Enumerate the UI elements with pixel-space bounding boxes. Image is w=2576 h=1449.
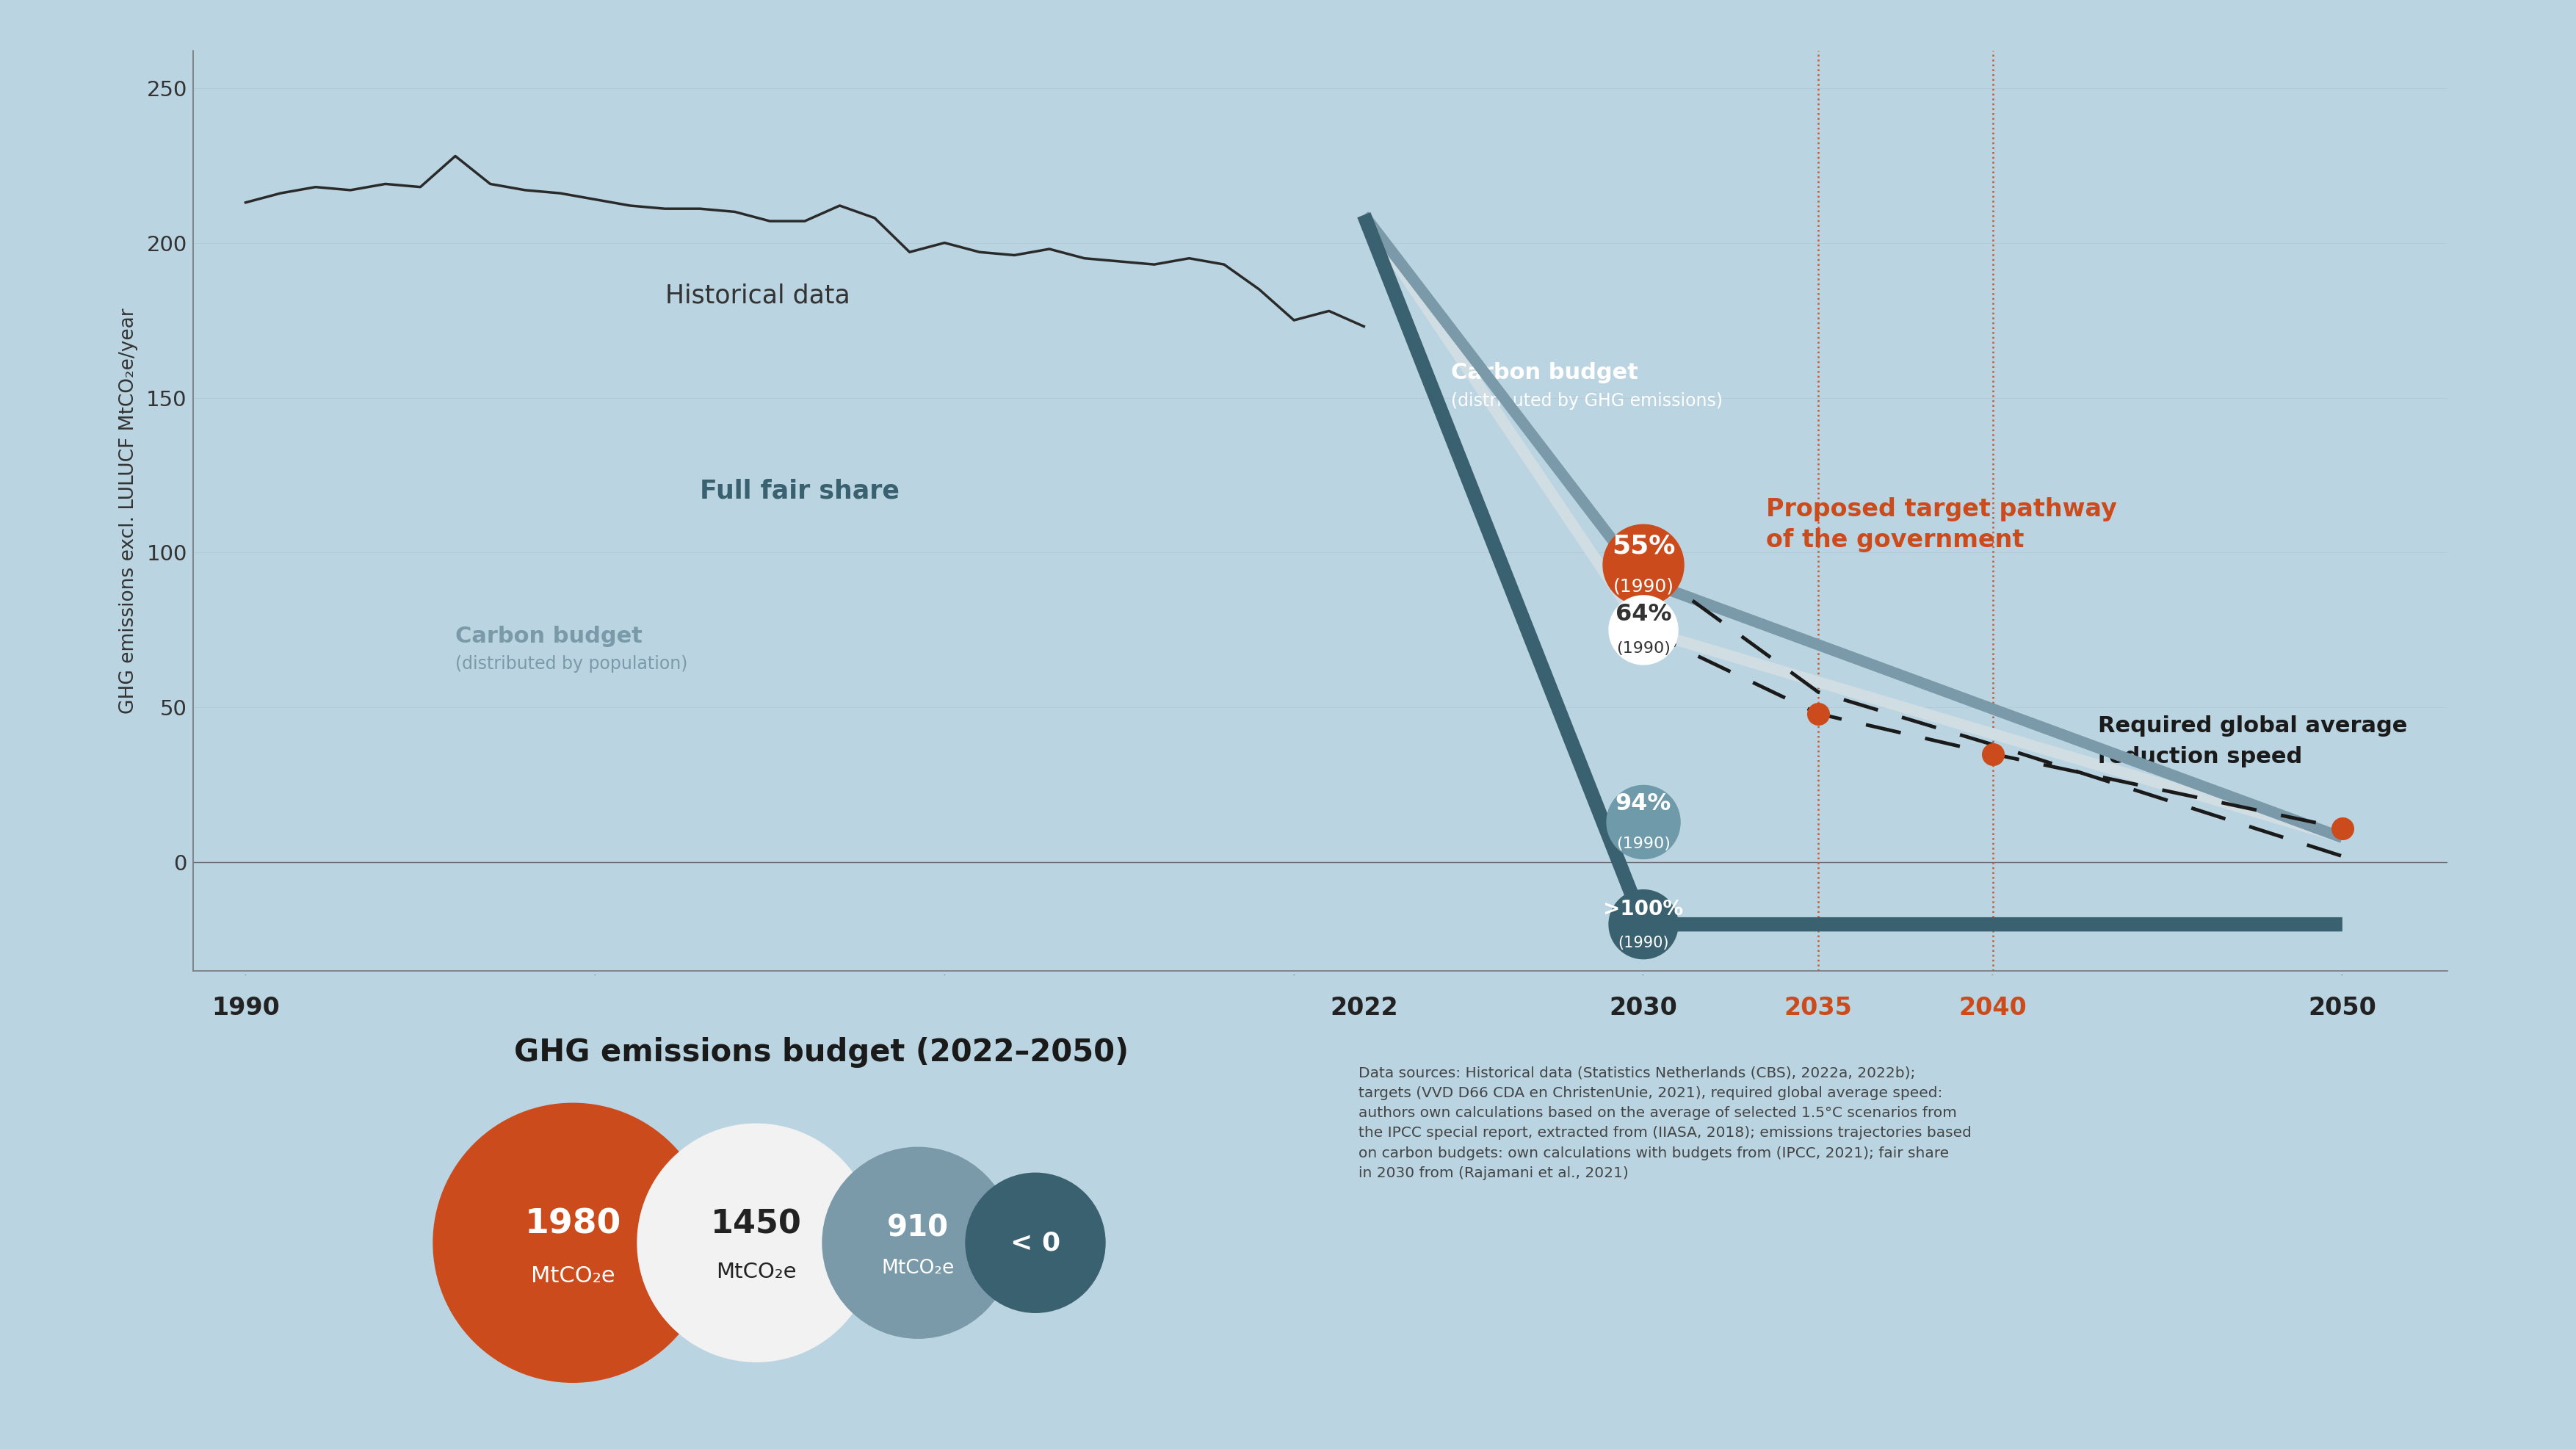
Text: Data sources: Historical data (Statistics Netherlands (CBS), 2022a, 2022b);
targ: Data sources: Historical data (Statistic… bbox=[1358, 1066, 1971, 1179]
Text: Required global average: Required global average bbox=[2097, 716, 2406, 736]
Text: (1990): (1990) bbox=[1618, 936, 1669, 951]
Ellipse shape bbox=[433, 1103, 714, 1382]
Text: reduction speed: reduction speed bbox=[2097, 746, 2303, 768]
Ellipse shape bbox=[1610, 890, 1677, 959]
Text: >100%: >100% bbox=[1602, 898, 1685, 919]
Text: GHG emissions budget (2022–2050): GHG emissions budget (2022–2050) bbox=[515, 1036, 1128, 1068]
Text: MtCO₂e: MtCO₂e bbox=[531, 1265, 616, 1287]
Y-axis label: GHG emissions excl. LULUCF MtCO₂e/year: GHG emissions excl. LULUCF MtCO₂e/year bbox=[118, 307, 139, 714]
Ellipse shape bbox=[966, 1174, 1105, 1313]
Point bbox=[1973, 742, 2014, 765]
Text: Carbon budget: Carbon budget bbox=[456, 626, 641, 646]
Text: 1450: 1450 bbox=[711, 1208, 801, 1240]
Text: (1990): (1990) bbox=[1615, 642, 1672, 656]
Text: 2050: 2050 bbox=[2308, 995, 2378, 1020]
Text: Historical data: Historical data bbox=[665, 283, 850, 309]
Ellipse shape bbox=[1607, 785, 1680, 859]
Text: (1990): (1990) bbox=[1613, 578, 1674, 596]
Text: 2040: 2040 bbox=[1958, 995, 2027, 1020]
Text: Carbon budget: Carbon budget bbox=[1450, 362, 1638, 384]
Ellipse shape bbox=[822, 1148, 1012, 1339]
Text: (distributed by population): (distributed by population) bbox=[456, 655, 688, 672]
Text: 64%: 64% bbox=[1615, 603, 1672, 626]
Text: (1990): (1990) bbox=[1615, 836, 1672, 851]
Text: 2022: 2022 bbox=[1329, 995, 1399, 1020]
Text: Full fair share: Full fair share bbox=[701, 478, 899, 503]
Text: 94%: 94% bbox=[1615, 793, 1672, 814]
Ellipse shape bbox=[636, 1124, 876, 1362]
Text: 2035: 2035 bbox=[1785, 995, 1852, 1020]
Text: 910: 910 bbox=[886, 1213, 948, 1243]
Text: (distributed by GHG emissions): (distributed by GHG emissions) bbox=[1450, 393, 1723, 410]
Text: MtCO₂e: MtCO₂e bbox=[881, 1259, 953, 1278]
Ellipse shape bbox=[1602, 525, 1685, 606]
Text: 1990: 1990 bbox=[211, 995, 281, 1020]
Ellipse shape bbox=[1610, 596, 1677, 665]
Text: 1980: 1980 bbox=[526, 1208, 621, 1240]
Text: Proposed target pathway: Proposed target pathway bbox=[1765, 497, 2117, 522]
Text: 2030: 2030 bbox=[1610, 995, 1677, 1020]
Text: of the government: of the government bbox=[1765, 527, 2025, 552]
Text: MtCO₂e: MtCO₂e bbox=[716, 1262, 796, 1282]
Point bbox=[2321, 817, 2362, 840]
Text: < 0: < 0 bbox=[1010, 1230, 1061, 1255]
Text: 55%: 55% bbox=[1613, 533, 1674, 559]
Point bbox=[1798, 703, 1839, 726]
